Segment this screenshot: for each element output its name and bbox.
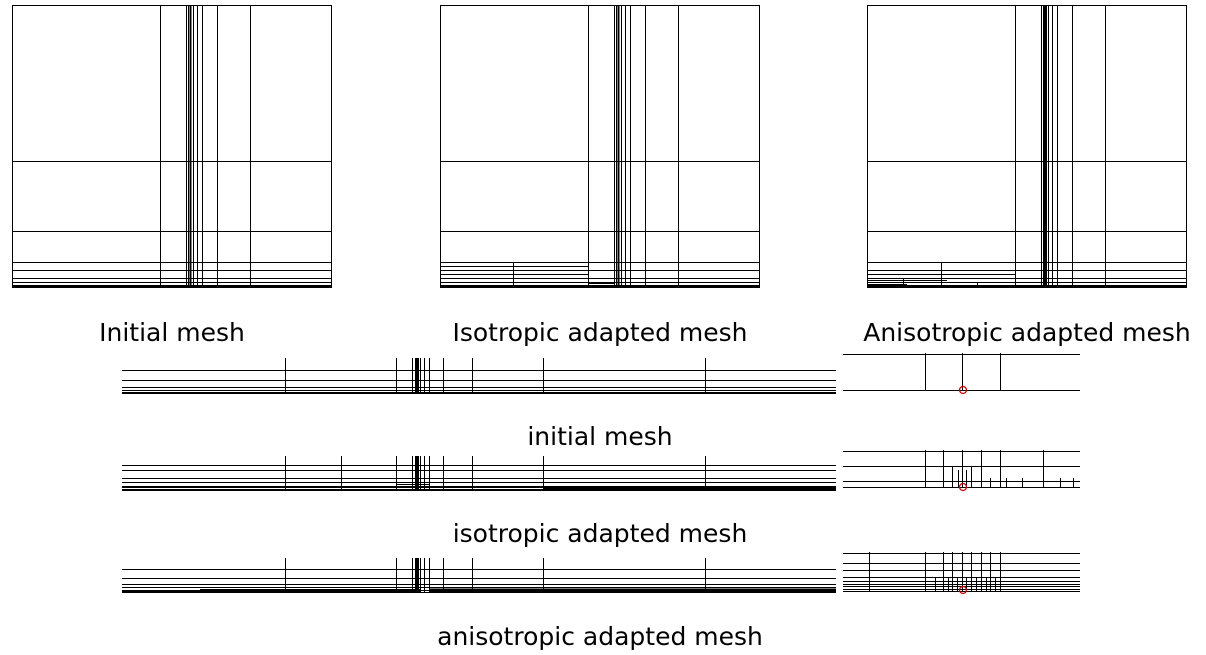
mesh-border [867,5,1187,288]
caption-strip-isotropic-adapted-mesh: isotropic adapted mesh [452,519,748,548]
strip-anisotropic-mesh [122,558,836,593]
zoom-initial-mesh [843,353,1080,391]
strip-initial-mesh [122,358,836,394]
mesh-border [12,5,332,288]
zoom-isotropic-mesh [843,450,1080,488]
mesh-border [440,5,760,288]
anisotropic-mesh-panel [867,5,1187,288]
point-marker [958,585,968,595]
caption-initial-mesh: Initial mesh [99,318,245,347]
point-marker [958,482,968,492]
caption-strip-anisotropic-adapted-mesh: anisotropic adapted mesh [437,622,763,651]
isotropic-mesh-panel [440,5,760,288]
zoom-anisotropic-mesh [843,552,1080,592]
initial-mesh-panel [12,5,332,288]
point-marker [958,385,968,395]
caption-isotropic-adapted-mesh: Isotropic adapted mesh [452,318,748,347]
caption-anisotropic-adapted-mesh: Anisotropic adapted mesh [863,318,1191,347]
caption-strip-initial-mesh: initial mesh [527,422,673,451]
strip-isotropic-mesh [122,456,836,491]
